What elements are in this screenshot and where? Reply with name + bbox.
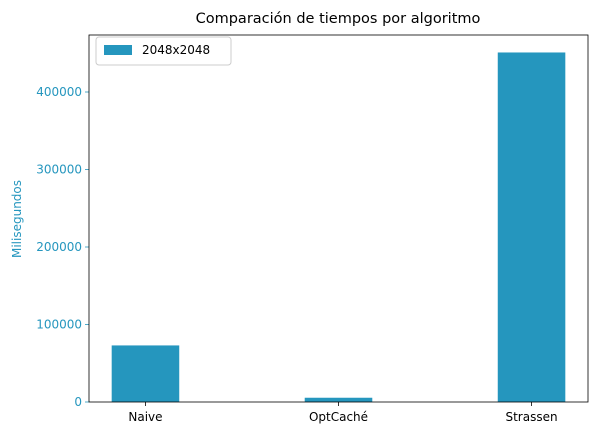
y-axis-ticks: 0 100000 200000 300000 400000 — [36, 85, 89, 409]
bar-strassen — [497, 52, 566, 402]
bar-optcaché — [304, 397, 373, 402]
y-axis-label: Milisegundos — [10, 180, 24, 258]
y-tick-label: 300000 — [36, 163, 82, 177]
legend-box — [95, 36, 232, 66]
y-tick-label: 100000 — [36, 318, 82, 332]
x-tick-label: OptCaché — [309, 410, 368, 424]
y-tick-label: 200000 — [36, 240, 82, 254]
bar-naive — [111, 345, 180, 402]
bars-group — [111, 52, 566, 402]
plot-frame — [88, 34, 589, 403]
y-tick-label: 0 — [74, 395, 82, 409]
legend-label: 2048x2048 — [142, 43, 210, 57]
chart-title: Comparación de tiempos por algoritmo — [196, 11, 481, 27]
legend-swatch — [104, 45, 132, 55]
x-axis-ticks: Naive OptCaché Strassen — [128, 402, 558, 424]
x-tick-label: Naive — [128, 410, 162, 424]
y-tick-label: 400000 — [36, 85, 82, 99]
legend: 2048x2048 — [95, 36, 232, 66]
x-tick-label: Strassen — [505, 410, 557, 424]
